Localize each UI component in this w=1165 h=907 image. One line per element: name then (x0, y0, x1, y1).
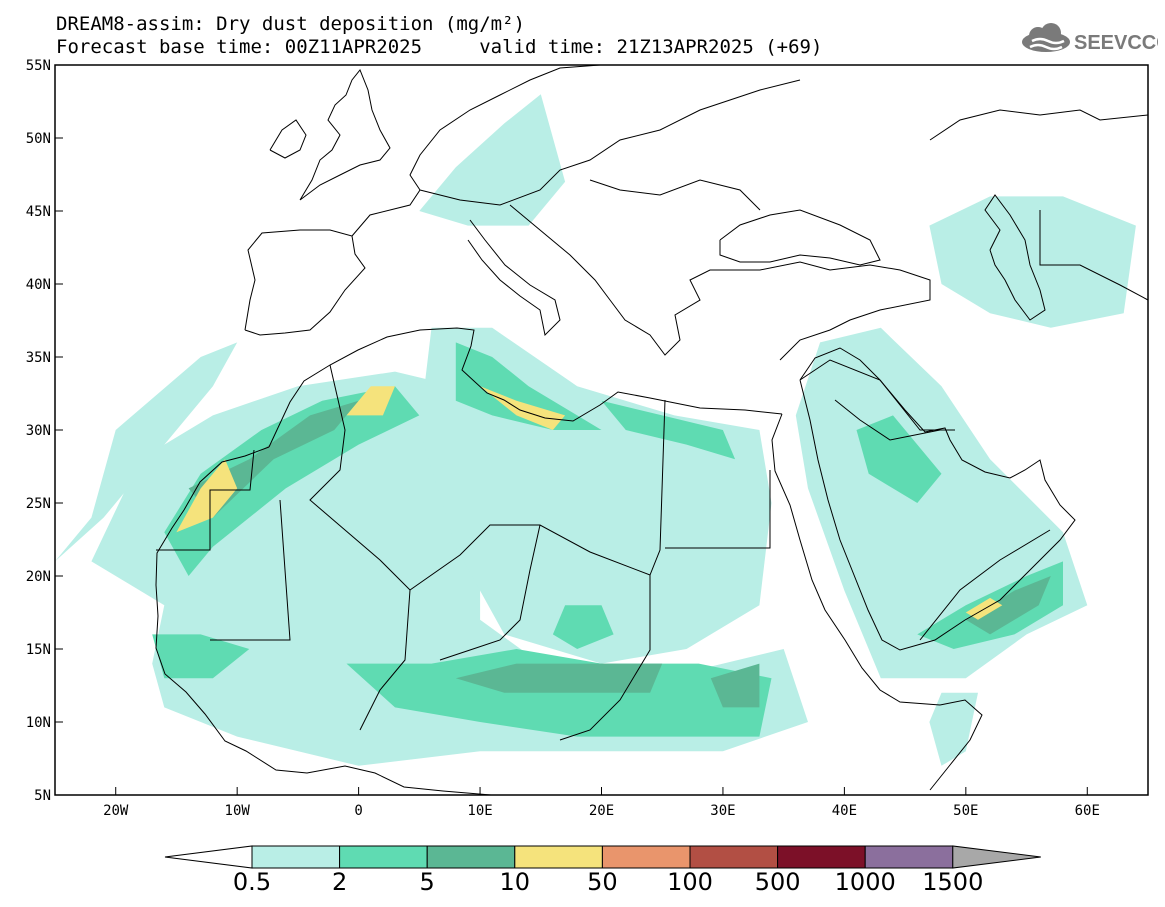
colorbar-label: 2 (331, 868, 348, 896)
border-b (210, 499, 291, 641)
colorbar-label: 1500 (922, 868, 984, 896)
lon-tick-label: 40E (832, 803, 857, 819)
lon-tick-label: 0 (354, 803, 362, 819)
border-l (419, 79, 801, 206)
deposition-zone-oman (965, 576, 1051, 635)
lon-tick-label: 20W (103, 803, 129, 819)
border-i (834, 399, 941, 441)
lon-tick-label: 60E (1075, 803, 1100, 819)
deposition-zone-iraq (856, 415, 942, 503)
deposition-zone-horn-of-africa (929, 692, 978, 766)
lat-tick-label: 45N (26, 204, 51, 220)
lat-tick-label: 50N (26, 131, 51, 147)
deposition-zone-caspian (929, 196, 1136, 328)
coastline-iberia (244, 229, 366, 336)
map-title: DREAM8-assim: Dry dust deposition (mg/m²… (56, 13, 525, 35)
colorbar-high-arrow (952, 845, 1041, 869)
border-a (156, 449, 255, 551)
colorbar-low-arrow (164, 845, 253, 869)
deposition-zone-central-europe (419, 94, 566, 226)
lat-tick-label: 30N (26, 423, 51, 439)
colorbar-segment (864, 845, 954, 869)
border-k (589, 179, 761, 211)
border-g (439, 524, 541, 661)
lon-tick-label: 30E (710, 803, 735, 819)
coastline-africa-west (155, 446, 492, 795)
lat-tick-label: 15N (26, 642, 51, 658)
coastline-ireland (269, 119, 307, 159)
deposition-zone-west-sahara-coast (164, 386, 420, 576)
coastline-caspian (984, 194, 1046, 321)
colorbar (164, 845, 1041, 869)
coastline-italy (467, 219, 561, 337)
border-m (1039, 210, 1148, 301)
colorbar-segment (777, 845, 866, 869)
colorbar-label: 100 (667, 868, 713, 896)
border-d (665, 470, 771, 549)
border-h (799, 359, 955, 431)
seevccc-logo: SEEVCCC (1018, 22, 1165, 60)
colorbar-label: 5 (419, 868, 435, 896)
colorbar-label: 500 (754, 868, 801, 896)
lon-tick-label: 10E (467, 803, 492, 819)
colorbar-segment (601, 845, 691, 869)
logo-text: SEEVCCC (1074, 32, 1158, 54)
colorbar-label: 10 (499, 868, 531, 896)
coastline-red-sea-west (771, 413, 941, 706)
coastline-black-sea (719, 209, 881, 266)
coastlines-borders (155, 65, 1148, 795)
lat-tick-label: 25N (26, 496, 51, 512)
lon-tick-label: 10W (225, 803, 251, 819)
lat-tick-label: 20N (26, 569, 51, 585)
deposition-zone-libya-max (480, 386, 566, 430)
deposition-zone-sudan (710, 663, 760, 708)
lat-tick-label: 10N (26, 715, 51, 731)
deposition-zone-nigeria-chad (455, 663, 663, 693)
deposition-zone-chad-north (552, 605, 614, 649)
cloud-icon (1022, 23, 1070, 52)
lat-tick-label: 5N (34, 788, 51, 804)
coastline-europe-north (351, 65, 601, 237)
deposition-zone-algeria-max (346, 386, 395, 416)
deposition-zone-egypt-coast (601, 400, 736, 460)
axis-ticks: 20W 10W 0 10E 20E 30E 40E 50E 60E 55N 50N 45N 40N 35N… (26, 58, 1100, 819)
colorbar-segment (514, 845, 603, 869)
coastline-north-africa (268, 327, 783, 448)
forecast-time-subtitle: Forecast base time: 00Z11APR2025 valid t… (56, 36, 823, 58)
coastline-arabia (799, 347, 1076, 651)
coastline-britain (299, 69, 391, 201)
border-j (919, 529, 1051, 641)
lat-tick-label: 35N (26, 350, 51, 366)
deposition-zone-atlantic-tongue (55, 342, 238, 562)
lon-tick-label: 20E (589, 803, 614, 819)
deposition-zone-west-africa-coast (152, 634, 250, 679)
colorbar-label: 0.5 (232, 868, 272, 896)
lat-tick-label: 40N (26, 277, 51, 293)
colorbar-segment (689, 845, 779, 869)
colorbar-label: 1000 (834, 868, 896, 896)
lon-tick-label: 50E (953, 803, 978, 819)
coastline-asia-north (929, 109, 1148, 141)
coastline-balkans-greece (509, 204, 931, 361)
colorbar-segment (339, 845, 428, 869)
colorbar-segment (251, 845, 341, 869)
deposition-zone-tunisia-libya (455, 342, 602, 430)
border-e (559, 575, 651, 741)
lat-tick-label: 55N (26, 58, 51, 74)
coastline-horn (929, 699, 983, 791)
deposition-zones (55, 94, 1136, 766)
border-f (359, 589, 411, 731)
colorbar-label: 50 (587, 868, 618, 896)
colorbar-segment (426, 845, 516, 869)
deposition-zone-western-sahara-max (176, 459, 238, 533)
